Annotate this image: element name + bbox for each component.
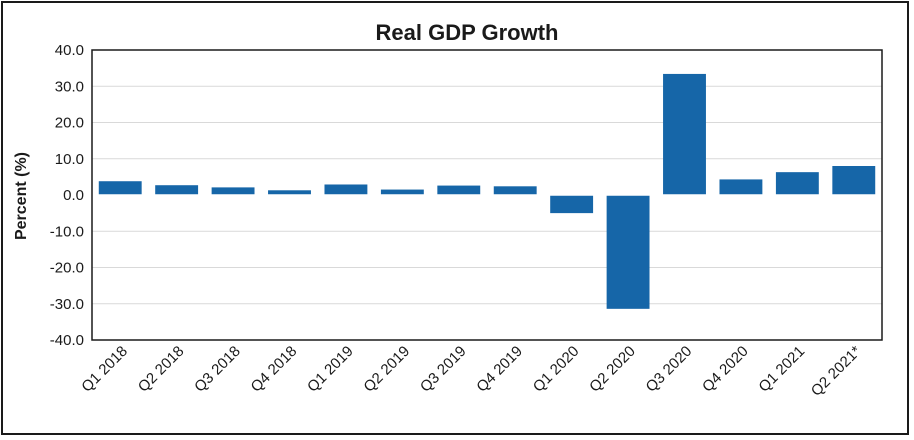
x-tick-label: Q1 2019 xyxy=(304,343,357,396)
x-tick-label: Q4 2020 xyxy=(699,343,752,396)
x-tick-label: Q3 2019 xyxy=(417,343,470,396)
x-tick-label: Q2 2020 xyxy=(586,343,639,396)
x-tick-label: Q3 2020 xyxy=(643,343,696,396)
plot-area-border xyxy=(91,49,883,341)
x-tick-label: Q3 2018 xyxy=(191,343,244,396)
bar-q1-2019 xyxy=(324,184,368,195)
bar-q4-2020 xyxy=(719,179,763,195)
y-tick-label: 30.0 xyxy=(55,78,84,95)
y-tick-labels: 40.0 30.0 20.0 10.0 0.0 -10.0 -20.0 -30.0 -40.0 xyxy=(50,42,84,349)
bar-q2-2020 xyxy=(606,195,650,309)
y-tick-label: 40.0 xyxy=(55,42,84,59)
bar-q3-2020 xyxy=(663,73,706,195)
bar-q4-2018 xyxy=(268,190,311,195)
bar-q2-2018 xyxy=(155,185,199,195)
y-tick-label: -30.0 xyxy=(50,296,84,313)
x-tick-label: Q1 2018 xyxy=(78,343,131,396)
y-tick-label: -40.0 xyxy=(50,332,84,349)
bar-q3-2019 xyxy=(437,185,481,195)
x-tick-labels: Q1 2018 Q2 2018 Q3 2018 Q4 2018 Q1 2019 Q2 20… xyxy=(78,343,864,400)
bar-q4-2019 xyxy=(493,186,537,195)
x-tick-label: Q2 2021* xyxy=(808,343,865,400)
y-tick-label: -20.0 xyxy=(50,260,84,277)
x-tick-label: Q2 2018 xyxy=(135,343,188,396)
x-tick-label: Q1 2021 xyxy=(755,343,808,396)
y-tick-label: 0.0 xyxy=(63,187,84,204)
bar-q2-2019 xyxy=(380,189,424,195)
y-tick-label: 10.0 xyxy=(55,151,84,168)
x-tick-label: Q4 2019 xyxy=(473,343,526,396)
bars xyxy=(98,73,876,309)
bar-q1-2020 xyxy=(550,195,594,214)
chart-frame xyxy=(1,1,909,435)
bar-q3-2018 xyxy=(211,187,255,195)
y-tick-label: 20.0 xyxy=(55,115,84,132)
y-axis-label: Percent (%) xyxy=(13,152,30,240)
x-tick-label: Q2 2019 xyxy=(360,343,413,396)
y-tick-label: -10.0 xyxy=(50,223,84,240)
x-tick-label: Q4 2018 xyxy=(248,343,301,396)
bar-q1-2021 xyxy=(775,172,819,195)
chart-title: Real GDP Growth xyxy=(376,20,559,45)
bar-q2-2021 xyxy=(832,166,876,195)
bar-q1-2018 xyxy=(98,181,142,195)
x-tick-label: Q1 2020 xyxy=(530,343,583,396)
